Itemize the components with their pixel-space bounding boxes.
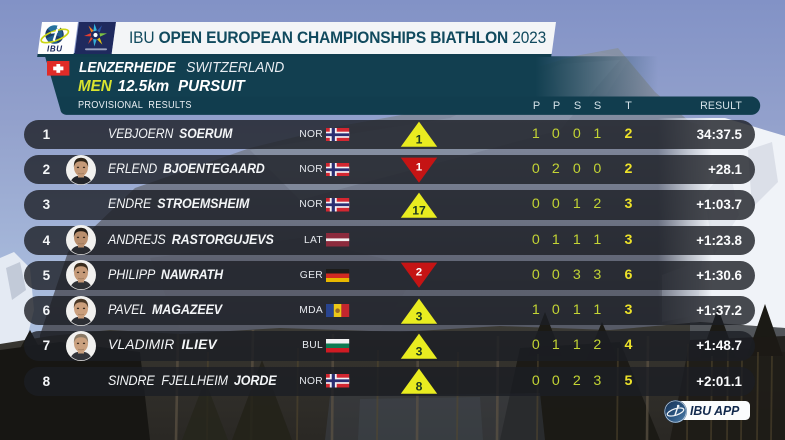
svg-text:3: 3 [416, 344, 423, 358]
svg-text:1: 1 [416, 161, 423, 173]
svg-text:2: 2 [416, 267, 422, 279]
svg-text:17: 17 [412, 203, 426, 217]
svg-text:8: 8 [416, 380, 423, 394]
svg-text:3: 3 [416, 309, 423, 323]
svg-text:1: 1 [416, 133, 423, 147]
svg-text:IBU: IBU [47, 44, 63, 53]
